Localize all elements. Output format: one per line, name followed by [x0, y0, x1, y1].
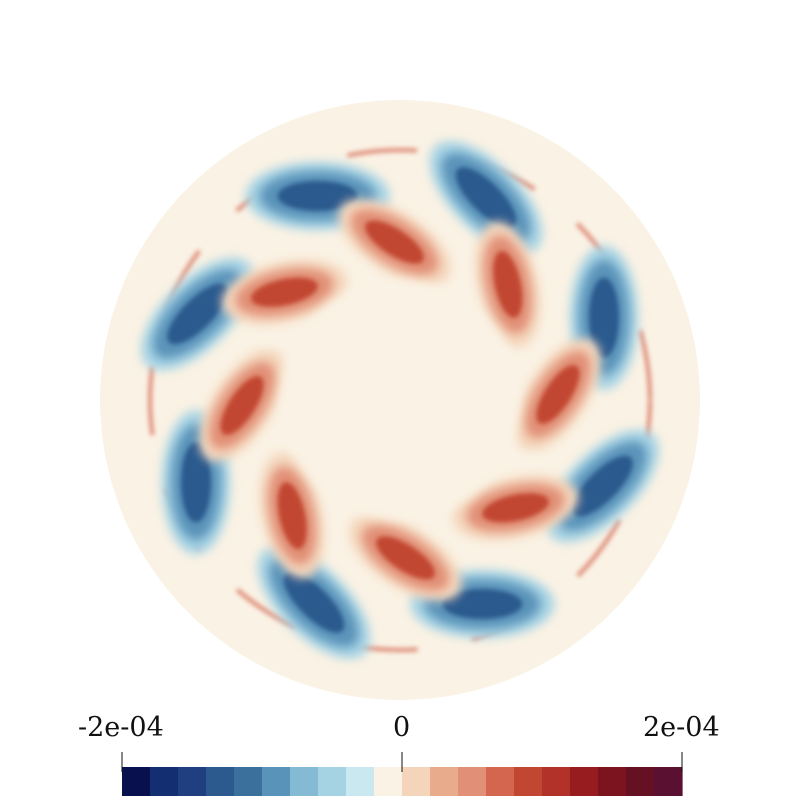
- positive-lobe-core: [365, 220, 424, 264]
- negative-lobe-core: [283, 572, 345, 633]
- negative-lobe-core: [277, 181, 358, 211]
- inner-calm-region: [282, 282, 518, 518]
- negative-lobe-core: [181, 442, 211, 523]
- colorbar-mid-label: 0: [393, 712, 411, 743]
- positive-lobe-core: [482, 493, 549, 523]
- positive-lobe-core: [536, 365, 580, 424]
- positive-lobe-core: [376, 536, 435, 580]
- negative-lobe-core: [167, 283, 228, 345]
- positive-lobe-core: [493, 251, 523, 318]
- positive-lobe-core: [251, 277, 318, 307]
- negative-lobe-core: [589, 277, 619, 358]
- colorbar-min-label: -2e-04: [78, 712, 164, 743]
- positive-lobe-core: [277, 482, 307, 549]
- negative-lobe-core: [455, 167, 517, 228]
- negative-lobe-core: [572, 455, 633, 517]
- negative-lobe-core: [442, 589, 523, 619]
- vortex-pattern: [141, 141, 659, 659]
- colorbar-max-label: 2e-04: [643, 712, 720, 743]
- outer-shear-layer: [148, 148, 652, 652]
- positive-lobe-core: [220, 376, 264, 435]
